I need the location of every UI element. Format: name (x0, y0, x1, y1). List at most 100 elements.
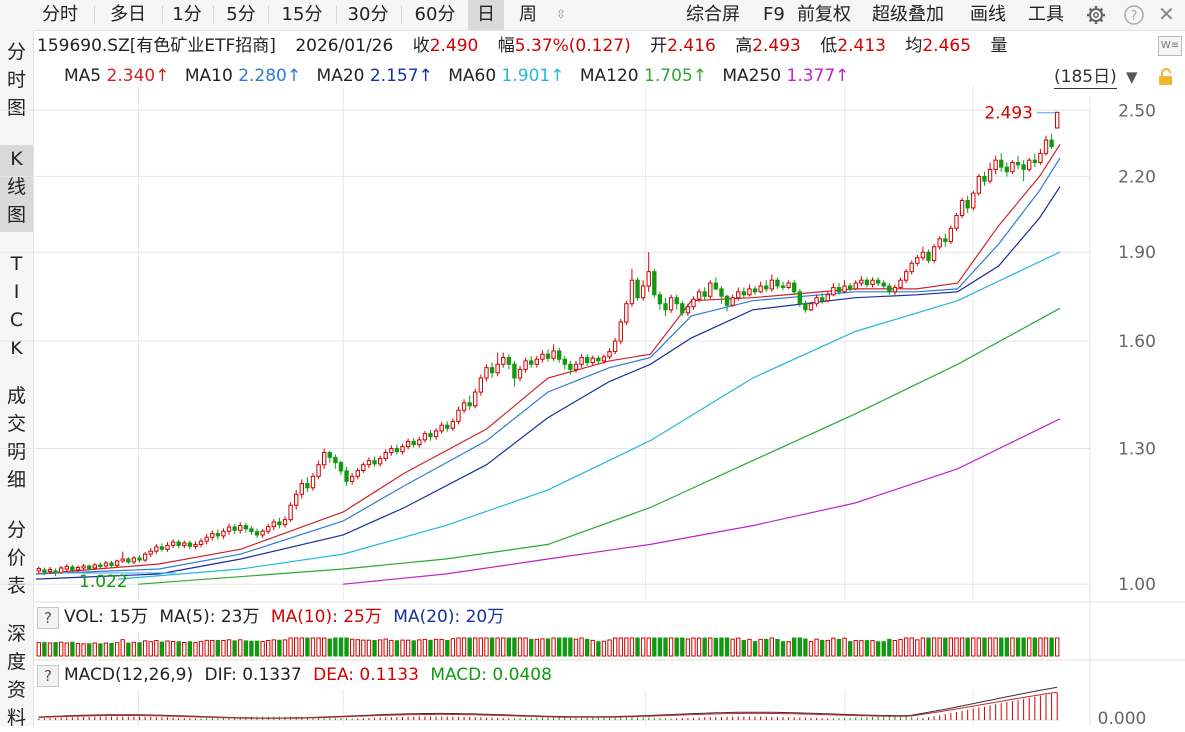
candle-body (338, 462, 344, 472)
volume-bar (120, 639, 125, 657)
macd-zero-label: 0.000 (1098, 709, 1147, 726)
tab-1min[interactable]: 1分 (172, 4, 202, 25)
candle-body (170, 541, 176, 546)
volume-bar (405, 639, 411, 657)
volume-bar (870, 640, 875, 657)
volume-bar (568, 637, 573, 657)
volume-bar (59, 641, 64, 657)
volume-legend: VOL: 15万 MA(5): 23万 MA(10): 25万 MA(20): … (64, 604, 504, 630)
volume-bar (1032, 637, 1037, 657)
period-dropdown-icon[interactable]: ▼ (1126, 68, 1138, 86)
composite-screen-button[interactable]: 综合屏 (686, 4, 740, 25)
vol-ma10-value: MA(10): 25万 (270, 607, 382, 627)
volume-bar (590, 639, 595, 657)
sidebar-tab-tick[interactable]: T I C K (0, 250, 33, 362)
volume-bar (668, 637, 674, 657)
candle-body (81, 565, 86, 569)
candle-body (467, 402, 472, 407)
volume-bar (730, 638, 735, 657)
candle-body (864, 279, 870, 286)
macd-value: MACD: 0.0408 (430, 665, 552, 685)
sidebar-tab-kline-chart[interactable]: K 线 图 (0, 145, 33, 232)
volume-bar (825, 639, 830, 657)
forward-adjust-button[interactable]: 前复权 (797, 4, 851, 25)
volume-bar (86, 643, 92, 657)
volume-bar (584, 638, 590, 657)
low-value: 2.413 (837, 36, 886, 56)
price-tick-label: 1.90 (1118, 243, 1156, 263)
macd-help-button[interactable]: ? (37, 665, 59, 687)
volume-bar (131, 641, 137, 657)
candle-body (310, 475, 316, 489)
lock-icon[interactable] (1157, 68, 1175, 86)
volume-bar (501, 637, 506, 657)
macd-panel-marks: 0.000 (36, 686, 1147, 726)
sidebar-tab-in-depth-data[interactable]: 深 度 资 料 (0, 620, 33, 732)
volume-bar (534, 638, 539, 657)
volume-bar (159, 641, 165, 657)
volume-bar (618, 637, 623, 657)
sidebar-tab-intraday-chart[interactable]: 分 时 图 (0, 38, 33, 122)
candle-body (512, 363, 517, 379)
tab-daily[interactable]: 日 (468, 0, 504, 30)
volume-bar (943, 637, 948, 657)
tab-intraday[interactable]: 分时 (42, 4, 78, 25)
volume-bar (875, 641, 881, 657)
draw-line-button[interactable]: 画线 (970, 4, 1006, 25)
candle-body (635, 279, 640, 299)
candle-body (70, 566, 75, 571)
volume-bar (198, 640, 204, 657)
super-overlay-button[interactable]: 超级叠加 (872, 4, 944, 25)
tab-60min[interactable]: 60分 (414, 4, 456, 25)
change-value: 5.37%(0.127) (514, 36, 631, 56)
volume-bar (579, 637, 584, 657)
period-range-label[interactable]: (185日) (1054, 67, 1117, 89)
candle-body (875, 279, 881, 284)
more-periods-icon[interactable]: ⇳ (555, 7, 567, 21)
volume-bar (685, 638, 691, 657)
candle-body (836, 286, 842, 293)
candle-body (86, 565, 92, 569)
tab-15min[interactable]: 15分 (281, 4, 323, 25)
volume-bar (612, 637, 618, 657)
avg-label: 均 (905, 36, 923, 56)
candle-body (847, 285, 853, 290)
vol-help-button[interactable]: ? (37, 607, 59, 629)
candle-body (355, 469, 360, 477)
f9-button[interactable]: F9 (763, 4, 785, 25)
candle-body (696, 291, 702, 300)
tab-5min[interactable]: 5分 (226, 4, 256, 25)
candle-body (361, 464, 366, 471)
candle-body (221, 530, 226, 537)
help-icon[interactable]: ? (1122, 0, 1146, 30)
candle-body (657, 294, 663, 305)
candle-body (126, 558, 131, 563)
ma120-label: MA120 (579, 66, 639, 86)
close-icon[interactable]: ✕ (1158, 2, 1175, 26)
period-toolbar: 分时 多日 1分 5分 15分 30分 60分 日 周 ⇳ 综合屏 F9 前复权… (0, 0, 1185, 31)
candle-body (405, 440, 411, 448)
candle-body (808, 303, 814, 311)
tab-multi-day[interactable]: 多日 (110, 4, 146, 25)
settings-gear-icon[interactable] (1085, 0, 1107, 30)
volume-bar (210, 639, 215, 657)
volume-bar (400, 639, 405, 657)
tab-weekly[interactable]: 周 (519, 4, 537, 25)
tools-button[interactable]: 工具 (1028, 4, 1064, 25)
ma-line-ma250 (343, 418, 1061, 585)
tab-30min[interactable]: 30分 (347, 4, 389, 25)
window-toggle-icon[interactable]: W≡ (1158, 36, 1182, 56)
sidebar-tab-price-distribution[interactable]: 分 价 表 (0, 516, 33, 600)
candle-body (294, 493, 299, 506)
candle-body (629, 279, 635, 305)
candle-body (142, 553, 148, 561)
sidebar-tab-trade-details[interactable]: 成 交 明 细 (0, 382, 33, 494)
volume-bar (450, 638, 456, 657)
candle-body (1055, 111, 1060, 129)
volume-bar (540, 638, 545, 657)
volume-bar (377, 639, 383, 657)
volume-bar (305, 637, 310, 657)
candle-body (59, 567, 64, 573)
volume-bar (333, 637, 338, 657)
ma-legend: MA5 2.340↑ MA10 2.280↑ MA20 2.157↑ MA60 … (64, 64, 849, 88)
